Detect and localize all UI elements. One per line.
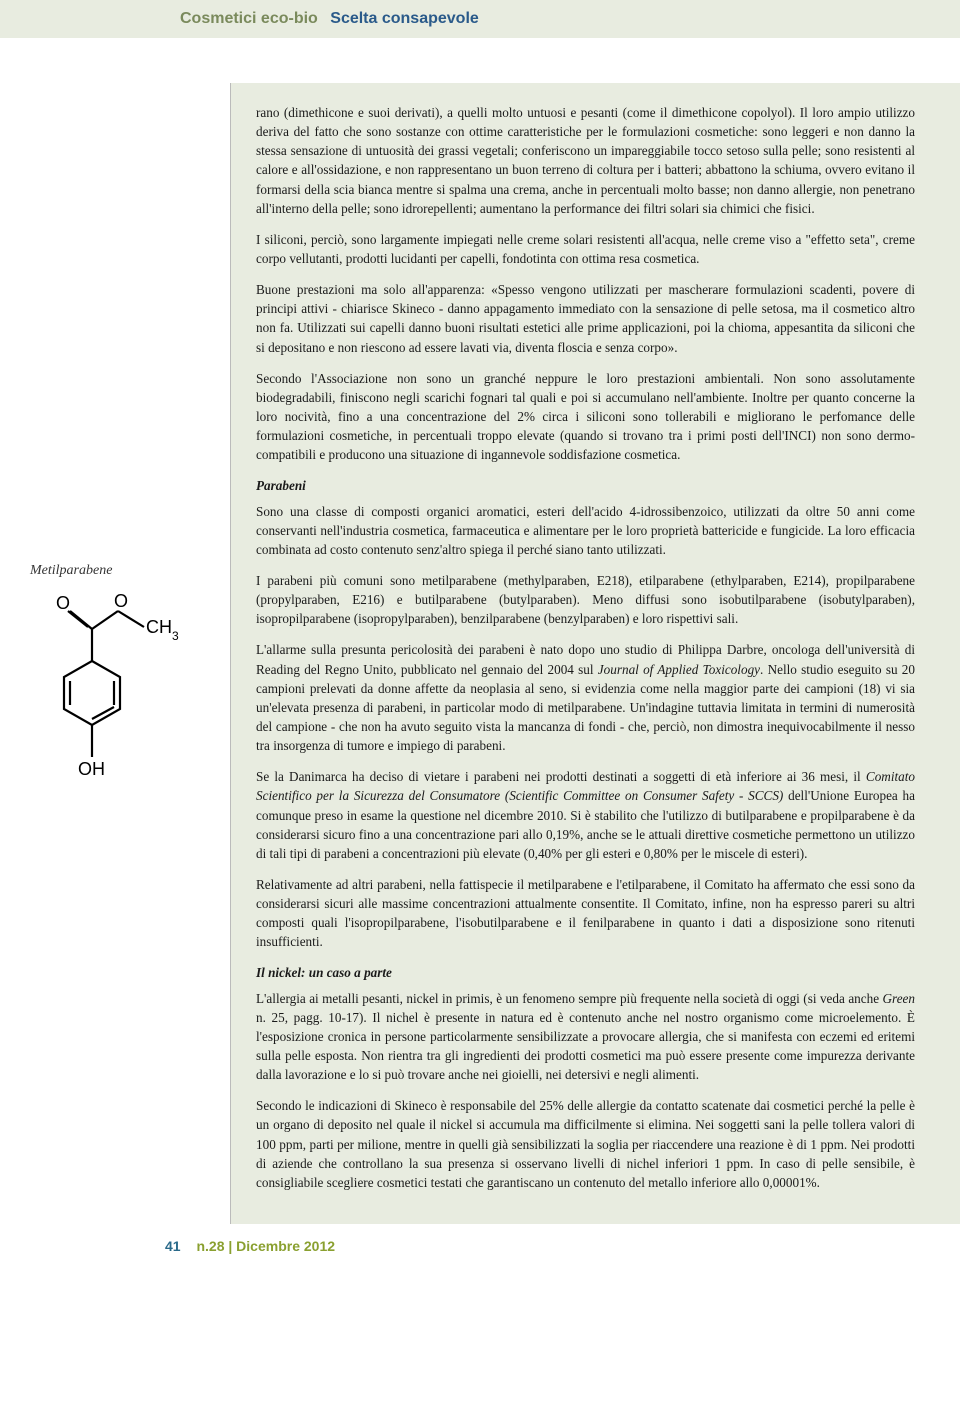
svg-text:CH3: CH3 (146, 617, 179, 643)
left-column: Metilparabene (0, 83, 230, 1224)
svg-text:OH: OH (78, 759, 105, 779)
svg-text:O: O (114, 591, 128, 611)
paragraph: I siliconi, perciò, sono largamente impi… (256, 230, 915, 268)
paragraph: Sono una classe di composti organici aro… (256, 502, 915, 559)
header-category: Cosmetici eco-bio (180, 10, 318, 27)
molecule-caption: Metilparabene (30, 563, 230, 579)
subheading-nickel: Il nickel: un caso a parte (256, 963, 915, 982)
paragraph: Secondo l'Associazione non sono un granc… (256, 369, 915, 465)
issue-label: n.28 | Dicembre 2012 (196, 1238, 335, 1254)
page-footer: 41 n.28 | Dicembre 2012 (0, 1224, 960, 1254)
article-body: rano (dimethicone e suoi derivati), a qu… (230, 83, 960, 1224)
paragraph: I parabeni più comuni sono metilparabene… (256, 571, 915, 628)
molecule-diagram: O O CH3 OH (30, 589, 190, 809)
paragraph: L'allergia ai metalli pesanti, nickel in… (256, 989, 915, 1085)
paragraph: Relativamente ad altri parabeni, nella f… (256, 875, 915, 952)
page: Cosmetici eco-bio Scelta consapevole Met… (0, 0, 960, 1411)
header-bar: Cosmetici eco-bio Scelta consapevole (0, 0, 960, 38)
paragraph: L'allarme sulla presunta pericolosità de… (256, 640, 915, 755)
paragraph: rano (dimethicone e suoi derivati), a qu… (256, 103, 915, 218)
svg-text:O: O (56, 593, 70, 613)
header-subtitle: Scelta consapevole (330, 10, 479, 27)
subheading-parabeni: Parabeni (256, 476, 915, 495)
content-wrap: Metilparabene (0, 38, 960, 1224)
paragraph: Se la Danimarca ha deciso di vietare i p… (256, 767, 915, 863)
paragraph: Buone prestazioni ma solo all'apparenza:… (256, 280, 915, 357)
page-number: 41 (165, 1238, 181, 1254)
paragraph: Secondo le indicazioni di Skineco è resp… (256, 1096, 915, 1192)
